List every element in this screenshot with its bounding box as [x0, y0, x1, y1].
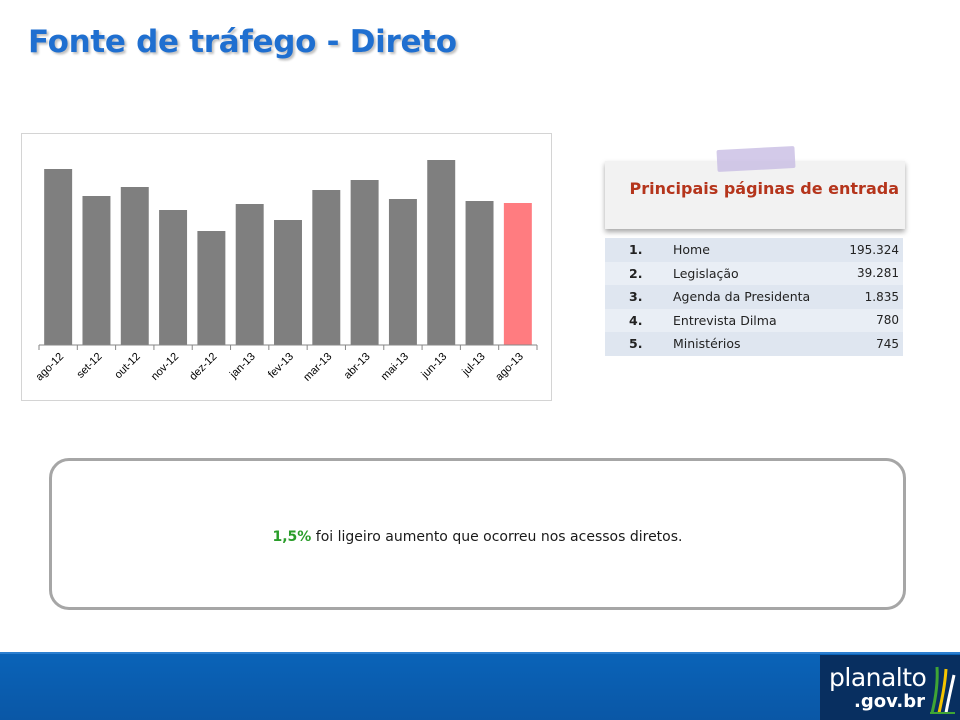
x-tick-label: dez-12 — [187, 351, 219, 383]
row-page: Home — [671, 238, 841, 262]
summary-box: 1,5% foi ligeiro aumento que ocorreu nos… — [49, 458, 906, 610]
entry-pages-table: 1. Home 195.324 2. Legislação 39.281 3. … — [605, 238, 903, 356]
x-tick-label: set-12 — [74, 351, 104, 381]
x-tick-label: jul-13 — [459, 351, 487, 379]
slide-title: Fonte de tráfego - Direto — [28, 24, 457, 60]
row-rank: 5. — [605, 332, 671, 356]
row-visits: 745 — [841, 332, 903, 356]
row-page: Agenda da Presidenta — [671, 285, 841, 309]
summary-highlight: 1,5% — [272, 529, 312, 545]
x-tick-label: fev-13 — [266, 351, 296, 381]
x-tick-label: ago-13 — [493, 351, 526, 384]
row-visits: 1.835 — [841, 285, 903, 309]
x-tick-label: jan-13 — [227, 351, 258, 382]
row-rank: 3. — [605, 285, 671, 309]
bar-dez-12 — [197, 231, 226, 345]
summary-text: 1,5% foi ligeiro aumento que ocorreu nos… — [52, 529, 903, 545]
logo-domain: .gov.br — [854, 691, 925, 712]
row-page: Legislação — [671, 261, 841, 285]
planalto-logo: planalto .gov.br — [820, 655, 960, 720]
tape-decoration — [716, 145, 796, 173]
bar-jul-13 — [465, 201, 494, 345]
planalto-columns-icon — [930, 666, 956, 714]
row-visits: 780 — [841, 308, 903, 332]
x-tick-label: out-12 — [112, 351, 143, 382]
x-tick-label: jun-13 — [419, 351, 450, 382]
table-row: 1. Home 195.324 — [605, 238, 903, 262]
table-row: 4. Entrevista Dilma 780 — [605, 308, 903, 332]
row-rank: 2. — [605, 261, 671, 285]
x-tick-label: nov-12 — [149, 351, 181, 383]
bar-chart-canvas: ago-12 set-12 out-12 nov-12 dez-12 jan-13 fev-… — [34, 160, 538, 384]
bar-jun-13 — [427, 160, 456, 345]
bar-ago-13 — [503, 203, 532, 345]
x-tick-label: mar-13 — [301, 351, 334, 384]
table-row: 2. Legislação 39.281 — [605, 261, 903, 285]
bar-fev-13 — [274, 220, 302, 345]
bar-mar-13 — [312, 190, 341, 345]
bar-jan-13 — [235, 204, 264, 345]
table-row: 3. Agenda da Presidenta 1.835 — [605, 285, 903, 309]
bar-nov-12 — [159, 210, 188, 345]
row-visits: 39.281 — [841, 261, 903, 285]
row-rank: 1. — [605, 238, 671, 262]
x-tick-label: ago-12 — [34, 351, 67, 384]
logo-word: planalto — [829, 663, 927, 692]
x-tick-label: mai-13 — [379, 351, 411, 383]
bar-ago-12 — [44, 169, 73, 345]
row-page: Entrevista Dilma — [671, 308, 841, 332]
bar-set-12 — [82, 196, 111, 345]
traffic-bar-chart: ago-12 set-12 out-12 nov-12 dez-12 jan-13 fev-… — [21, 133, 552, 401]
bar-mai-13 — [388, 199, 417, 345]
row-rank: 4. — [605, 308, 671, 332]
x-tick-label: abr-13 — [342, 351, 373, 382]
entry-pages-card: Principais páginas de entrada — [605, 161, 905, 229]
bar-abr-13 — [350, 180, 379, 345]
row-visits: 195.324 — [841, 238, 903, 262]
entry-pages-title: Principais páginas de entrada — [629, 179, 899, 198]
bar-out-12 — [120, 187, 149, 345]
summary-body: foi ligeiro aumento que ocorreu nos aces… — [311, 529, 683, 545]
row-page: Ministérios — [671, 332, 841, 356]
table-row: 5. Ministérios 745 — [605, 332, 903, 356]
footer-bar — [0, 652, 960, 720]
